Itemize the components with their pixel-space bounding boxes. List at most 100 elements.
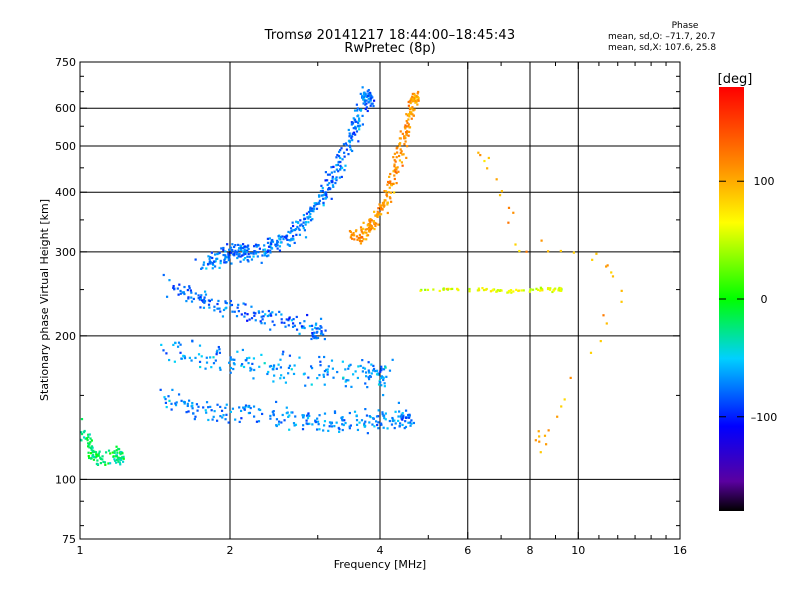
data-point (370, 97, 373, 100)
x-tick-label: 6 (464, 544, 471, 557)
data-point (288, 414, 291, 417)
data-point (322, 204, 325, 207)
data-point (370, 372, 373, 375)
data-point (203, 296, 206, 299)
data-point (245, 357, 249, 360)
data-point (333, 170, 336, 173)
data-point (405, 133, 408, 136)
data-point (391, 358, 394, 361)
data-point (218, 348, 221, 351)
data-point (398, 410, 401, 413)
data-point (269, 364, 273, 368)
data-point (162, 349, 165, 352)
data-point (307, 376, 310, 379)
data-point (412, 421, 416, 425)
data-point (348, 132, 351, 135)
data-point (252, 252, 255, 255)
phase-stats-heading: Phase (671, 21, 699, 31)
data-point (248, 255, 251, 258)
data-point (87, 451, 90, 454)
data-point (117, 456, 120, 459)
data-point (396, 151, 399, 154)
data-point (291, 229, 294, 232)
data-point (279, 241, 282, 244)
data-point (320, 330, 323, 333)
data-point (354, 370, 357, 373)
data-point (399, 148, 402, 151)
data-point (227, 259, 230, 262)
data-point (234, 418, 237, 421)
data-point (341, 419, 344, 422)
data-point (432, 288, 435, 291)
data-point (271, 238, 274, 242)
data-point (337, 426, 340, 430)
data-point (412, 109, 415, 112)
data-point (552, 289, 555, 292)
data-point (274, 313, 278, 316)
data-point (237, 249, 240, 252)
data-point (234, 244, 237, 247)
x-tick-label: 8 (527, 544, 534, 557)
data-point (215, 419, 219, 422)
data-point (385, 195, 389, 198)
data-point (277, 363, 280, 366)
data-point (101, 455, 104, 458)
data-point (280, 318, 283, 321)
data-point (370, 219, 373, 222)
data-point (323, 420, 327, 423)
data-point (268, 314, 271, 317)
data-point (224, 406, 227, 409)
data-point (227, 252, 230, 255)
data-point (332, 185, 335, 188)
data-point (376, 423, 379, 427)
data-point (399, 151, 402, 155)
data-point (348, 140, 351, 143)
data-point (332, 376, 335, 379)
data-point (344, 368, 347, 371)
data-point (417, 90, 420, 94)
data-point (122, 457, 125, 460)
data-point (272, 410, 275, 413)
data-point (199, 296, 202, 299)
data-point (326, 179, 329, 182)
data-point (309, 209, 312, 213)
data-point (304, 223, 307, 226)
data-point (446, 288, 449, 291)
data-point (411, 113, 414, 116)
data-point (344, 164, 347, 167)
data-point (308, 324, 312, 328)
data-point (280, 421, 283, 424)
data-point (393, 426, 396, 430)
data-point (382, 201, 385, 204)
data-point (409, 111, 412, 114)
data-point (221, 315, 225, 318)
data-point (380, 375, 384, 378)
data-point (197, 297, 200, 300)
data-point (378, 213, 381, 216)
data-point (350, 385, 353, 388)
data-point (231, 253, 234, 256)
data-point (316, 202, 319, 206)
y-tick-label: 75 (62, 533, 76, 546)
data-point (89, 457, 93, 460)
data-point (83, 429, 86, 433)
data-point (345, 144, 348, 147)
data-point (401, 164, 404, 167)
data-point (179, 343, 182, 346)
data-point (347, 153, 350, 156)
data-point (406, 121, 409, 124)
data-point (328, 182, 331, 185)
data-point (334, 181, 337, 185)
data-point (300, 325, 304, 328)
data-point (221, 416, 224, 419)
data-point (484, 288, 487, 291)
data-point (355, 423, 359, 426)
data-point (222, 308, 226, 312)
data-point (380, 369, 383, 372)
data-point (96, 459, 99, 462)
data-point (218, 366, 222, 369)
data-point (93, 450, 96, 453)
data-point (222, 249, 225, 252)
data-point (321, 194, 325, 197)
